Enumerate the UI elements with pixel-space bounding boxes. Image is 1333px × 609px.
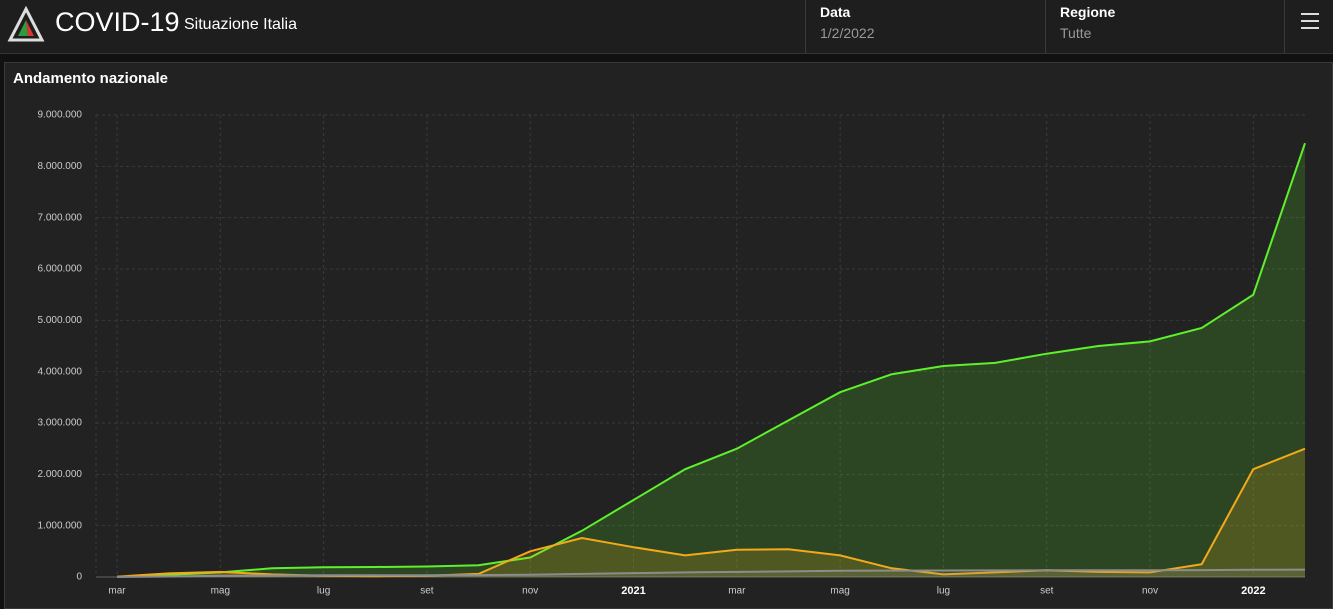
y-tick-label: 2.000.000	[38, 469, 83, 480]
area	[117, 143, 1305, 577]
line	[116, 142, 1306, 578]
x-tick-label: set	[420, 586, 434, 597]
chart-title: Andamento nazionale	[13, 70, 168, 87]
header: COVID-19 Situazione Italia Data 1/2/2022…	[0, 0, 1333, 54]
app-subtitle: Situazione Italia	[184, 16, 297, 33]
date-filter[interactable]: Data 1/2/2022	[805, 0, 1044, 53]
chart-panel: Andamento nazionale 0 1.000.000 2.000.000 3…	[4, 62, 1333, 609]
x-tick-label: nov	[522, 586, 538, 597]
menu-icon	[1301, 13, 1319, 29]
y-tick-label: 5.000.000	[38, 315, 83, 326]
x-tick-label: lug	[317, 586, 330, 597]
area	[117, 569, 1305, 577]
filter-value: Tutte	[1060, 25, 1092, 41]
x-tick-label: mag	[211, 586, 230, 597]
y-tick-label: 9.000.000	[38, 110, 83, 121]
y-tick-label: 8.000.000	[38, 161, 83, 172]
chart: Andamento nazionale 0 1.000.000 2.000.000 3…	[13, 70, 1306, 597]
y-tick-label: 0	[76, 572, 82, 583]
logo	[7, 6, 45, 42]
menu-button[interactable]	[1284, 0, 1333, 53]
x-tick-label: mar	[728, 586, 746, 597]
y-tick-label: 4.000.000	[38, 366, 83, 377]
x-tick-label: set	[1040, 586, 1054, 597]
y-tick-label: 6.000.000	[38, 264, 83, 275]
x-tick-label: 2021	[621, 585, 645, 597]
app-title: COVID-19	[55, 7, 180, 37]
y-tick-label: 7.000.000	[38, 212, 83, 223]
filter-label: Data	[820, 4, 851, 20]
region-filter[interactable]: Regione Tutte	[1045, 0, 1284, 53]
x-tick-label: nov	[1142, 586, 1158, 597]
filter-label: Regione	[1060, 4, 1116, 20]
x-tick-label: lug	[937, 586, 950, 597]
x-tick-label: mag	[830, 586, 849, 597]
filter-value: 1/2/2022	[820, 25, 875, 41]
y-tick-label: 3.000.000	[38, 418, 83, 429]
line	[116, 568, 1306, 578]
y-tick-label: 1.000.000	[38, 520, 83, 531]
x-tick-label: mar	[108, 586, 126, 597]
x-tick-label: 2022	[1241, 585, 1265, 597]
